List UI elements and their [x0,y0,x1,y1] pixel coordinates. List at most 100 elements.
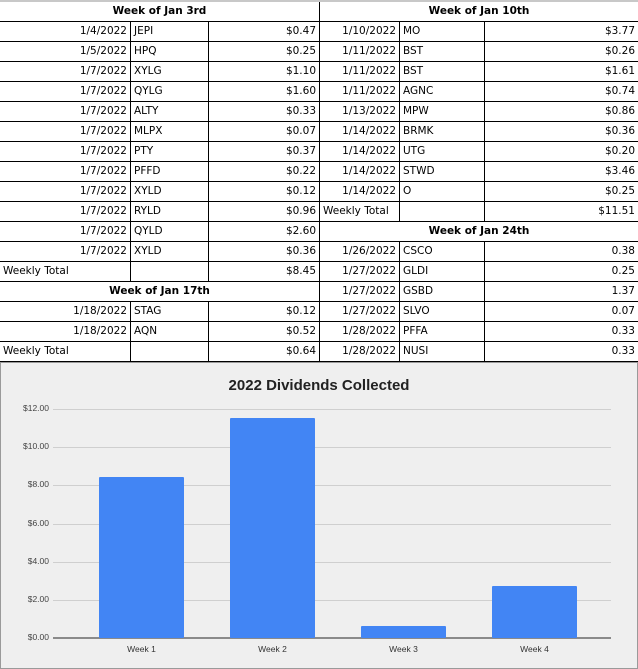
date-cell[interactable]: 1/7/2022 [0,182,131,202]
date-cell[interactable]: 1/7/2022 [0,202,131,222]
date-cell[interactable]: 1/27/2022 [320,262,400,282]
ticker-cell[interactable]: MPW [400,102,485,122]
amount-cell[interactable]: $1.61 [485,62,638,82]
date-cell[interactable]: 1/13/2022 [320,102,400,122]
ticker-cell[interactable]: PFFA [400,322,485,342]
amount-cell[interactable]: 0.33 [485,342,638,362]
amount-cell[interactable]: 0.07 [485,302,638,322]
amount-cell[interactable]: 0.33 [485,322,638,342]
ticker-cell[interactable]: O [400,182,485,202]
date-cell[interactable]: 1/7/2022 [0,62,131,82]
ticker-cell[interactable]: BRMK [400,122,485,142]
amount-cell[interactable]: $0.20 [485,142,638,162]
amount-cell[interactable]: $0.26 [485,42,638,62]
ticker-cell[interactable]: STWD [400,162,485,182]
amount-cell[interactable]: $0.07 [209,122,320,142]
ticker-cell[interactable]: MLPX [131,122,209,142]
date-cell[interactable]: 1/4/2022 [0,22,131,42]
date-cell[interactable]: 1/5/2022 [0,42,131,62]
ticker-cell[interactable]: PTY [131,142,209,162]
date-cell[interactable]: 1/14/2022 [320,162,400,182]
ticker-cell[interactable]: XYLG [131,62,209,82]
date-cell[interactable]: 1/7/2022 [0,242,131,262]
ticker-cell[interactable]: GLDI [400,262,485,282]
date-cell[interactable]: 1/11/2022 [320,82,400,102]
amount-cell[interactable]: $0.37 [209,142,320,162]
amount-cell[interactable]: $3.46 [485,162,638,182]
date-cell[interactable]: 1/7/2022 [0,82,131,102]
date-cell[interactable]: 1/27/2022 [320,282,400,302]
amount-cell[interactable]: $1.10 [209,62,320,82]
ticker-cell[interactable]: XYLD [131,242,209,262]
ticker-cell[interactable]: RYLD [131,202,209,222]
date-cell[interactable]: 1/7/2022 [0,162,131,182]
empty-cell[interactable] [131,262,209,282]
bar-week-4[interactable] [492,585,577,638]
amount-cell[interactable]: $0.36 [209,242,320,262]
amount-cell[interactable]: $2.60 [209,222,320,242]
date-cell[interactable]: 1/18/2022 [0,322,131,342]
date-cell[interactable]: 1/14/2022 [320,182,400,202]
weekly-total-value[interactable]: $11.51 [485,202,638,222]
amount-cell[interactable]: $0.96 [209,202,320,222]
ticker-cell[interactable]: XYLD [131,182,209,202]
date-cell[interactable]: 1/7/2022 [0,142,131,162]
ticker-cell[interactable]: HPQ [131,42,209,62]
date-cell[interactable]: 1/28/2022 [320,322,400,342]
amount-cell[interactable]: $0.25 [485,182,638,202]
y-tick-label: $8.00 [27,479,49,490]
empty-cell[interactable] [400,202,485,222]
weekly-total-value[interactable]: $8.45 [209,262,320,282]
ticker-cell[interactable]: STAG [131,302,209,322]
bar-week-2[interactable] [230,418,315,638]
ticker-cell[interactable]: MO [400,22,485,42]
amount-cell[interactable]: $0.74 [485,82,638,102]
amount-cell[interactable]: $0.12 [209,302,320,322]
date-cell[interactable]: 1/7/2022 [0,122,131,142]
ticker-cell[interactable]: UTG [400,142,485,162]
ticker-cell[interactable]: CSCO [400,242,485,262]
amount-cell[interactable]: $0.36 [485,122,638,142]
ticker-cell[interactable]: QYLD [131,222,209,242]
ticker-cell[interactable]: QYLG [131,82,209,102]
ticker-cell[interactable]: AQN [131,322,209,342]
amount-cell[interactable]: $3.77 [485,22,638,42]
amount-cell[interactable]: $0.33 [209,102,320,122]
date-cell[interactable]: 1/7/2022 [0,102,131,122]
date-cell[interactable]: 1/26/2022 [320,242,400,262]
amount-cell[interactable]: $1.60 [209,82,320,102]
ticker-cell[interactable]: BST [400,62,485,82]
weekly-total-value[interactable]: $0.64 [209,342,320,362]
amount-cell[interactable]: $0.25 [209,42,320,62]
date-cell[interactable]: 1/11/2022 [320,42,400,62]
date-cell[interactable]: 1/18/2022 [0,302,131,322]
ticker-cell[interactable]: GSBD [400,282,485,302]
ticker-cell[interactable]: SLVO [400,302,485,322]
amount-cell[interactable]: $0.52 [209,322,320,342]
amount-cell[interactable]: $0.86 [485,102,638,122]
date-cell[interactable]: 1/14/2022 [320,142,400,162]
date-cell[interactable]: 1/14/2022 [320,122,400,142]
amount-cell[interactable]: 1.37 [485,282,638,302]
bar-week-3[interactable] [361,625,446,638]
ticker-cell[interactable]: JEPI [131,22,209,42]
ticker-cell[interactable]: NUSI [400,342,485,362]
amount-cell[interactable]: $0.47 [209,22,320,42]
amount-cell[interactable]: 0.38 [485,242,638,262]
ticker-cell[interactable]: AGNC [400,82,485,102]
gridline [53,409,611,410]
amount-cell[interactable]: $0.22 [209,162,320,182]
date-cell[interactable]: 1/11/2022 [320,62,400,82]
bar-week-1[interactable] [99,476,184,638]
date-cell[interactable]: 1/7/2022 [0,222,131,242]
amount-cell[interactable]: $0.12 [209,182,320,202]
dividends-chart[interactable]: 2022 Dividends Collected $0.00 $2.00 $4.00… [0,362,638,669]
ticker-cell[interactable]: ALTY [131,102,209,122]
ticker-cell[interactable]: BST [400,42,485,62]
empty-cell[interactable] [131,342,209,362]
amount-cell[interactable]: 0.25 [485,262,638,282]
ticker-cell[interactable]: PFFD [131,162,209,182]
date-cell[interactable]: 1/10/2022 [320,22,400,42]
date-cell[interactable]: 1/28/2022 [320,342,400,362]
date-cell[interactable]: 1/27/2022 [320,302,400,322]
